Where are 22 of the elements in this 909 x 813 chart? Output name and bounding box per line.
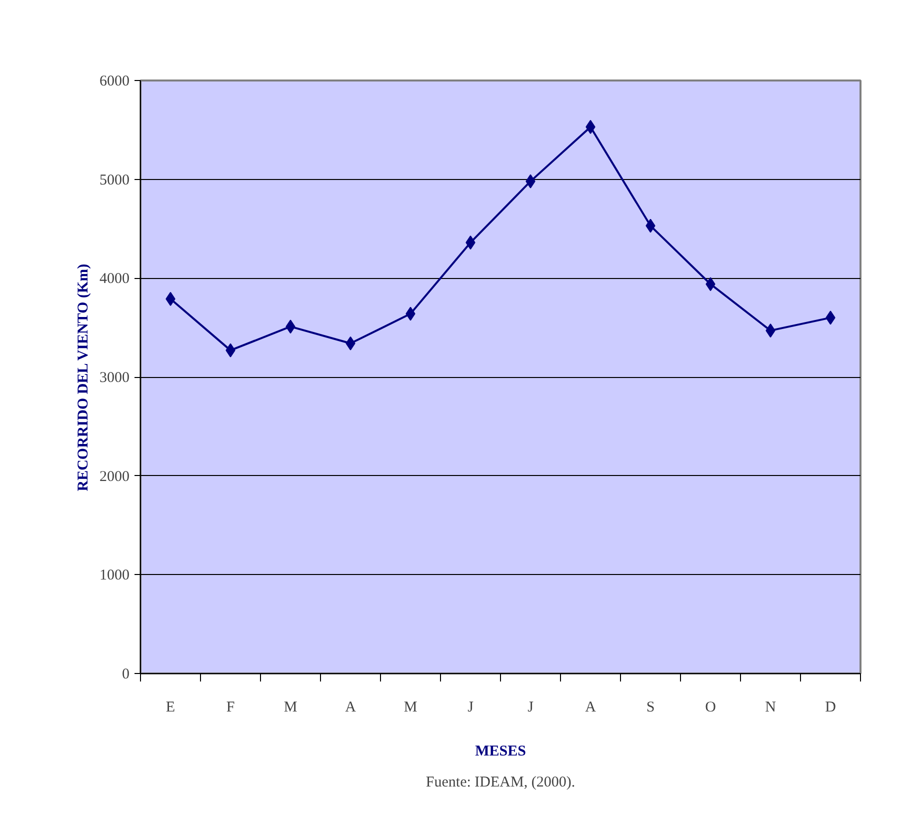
source-note: Fuente: IDEAM, (2000).: [426, 774, 576, 790]
x-tick-label: N: [765, 700, 776, 716]
y-tick-label: 0: [122, 666, 130, 682]
x-tick-label: F: [226, 700, 235, 716]
y-axis-title: RECORRIDO DEL VIENTO (Km): [76, 264, 92, 492]
y-tick-label: 1000: [100, 568, 130, 584]
x-tick-label: J: [528, 700, 534, 716]
x-tick-label: O: [705, 700, 716, 716]
y-tick-label: 6000: [100, 74, 130, 90]
y-tick-label: 3000: [100, 370, 130, 386]
x-axis-title: MESES: [475, 744, 526, 760]
y-tick-label: 4000: [100, 271, 130, 288]
x-tick-label: A: [345, 700, 356, 716]
x-tick-label: M: [284, 700, 298, 716]
x-tick-label: E: [166, 700, 176, 716]
y-tick-label: 5000: [100, 172, 130, 188]
x-tick-label: D: [825, 700, 836, 716]
x-tick-label: A: [585, 700, 596, 716]
y-tick-label: 2000: [100, 468, 130, 485]
x-tick-label: J: [468, 700, 474, 716]
x-tick-label: S: [646, 700, 655, 716]
x-tick-label: M: [404, 700, 418, 716]
